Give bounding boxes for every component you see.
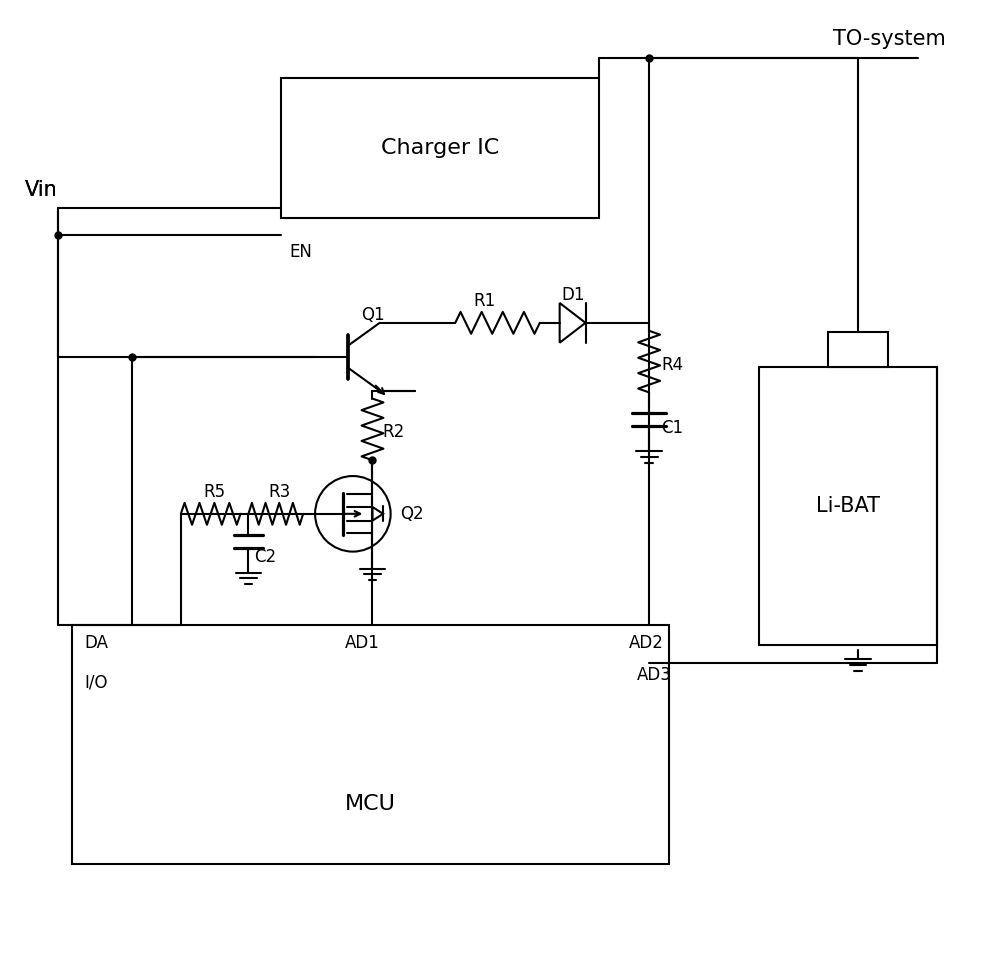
Text: Q2: Q2: [401, 505, 424, 523]
Text: Q1: Q1: [361, 306, 384, 325]
Text: R4: R4: [661, 355, 683, 374]
Text: I/O: I/O: [84, 674, 108, 692]
Text: Charger IC: Charger IC: [381, 138, 499, 157]
Bar: [72, 625, 669, 864]
Polygon shape: [372, 507, 383, 521]
Bar: [281, 78, 599, 217]
Text: MCU: MCU: [345, 794, 396, 814]
Polygon shape: [560, 303, 586, 343]
Text: C1: C1: [661, 419, 683, 438]
Text: R3: R3: [268, 483, 290, 501]
Text: Vin: Vin: [25, 180, 57, 200]
Text: AD3: AD3: [637, 666, 672, 684]
Text: R5: R5: [204, 483, 226, 501]
Text: EN: EN: [289, 243, 312, 262]
Text: AD1: AD1: [345, 634, 380, 652]
Text: Vin: Vin: [25, 180, 57, 200]
Bar: [828, 332, 888, 367]
Text: C2: C2: [254, 548, 277, 565]
Text: R2: R2: [382, 423, 405, 441]
Text: TO-system: TO-system: [833, 29, 946, 48]
Text: Li-BAT: Li-BAT: [816, 496, 880, 516]
Text: AD2: AD2: [629, 634, 664, 652]
Bar: [759, 367, 937, 645]
Text: R1: R1: [473, 292, 495, 310]
Text: DA: DA: [84, 634, 108, 652]
Text: D1: D1: [562, 286, 585, 304]
